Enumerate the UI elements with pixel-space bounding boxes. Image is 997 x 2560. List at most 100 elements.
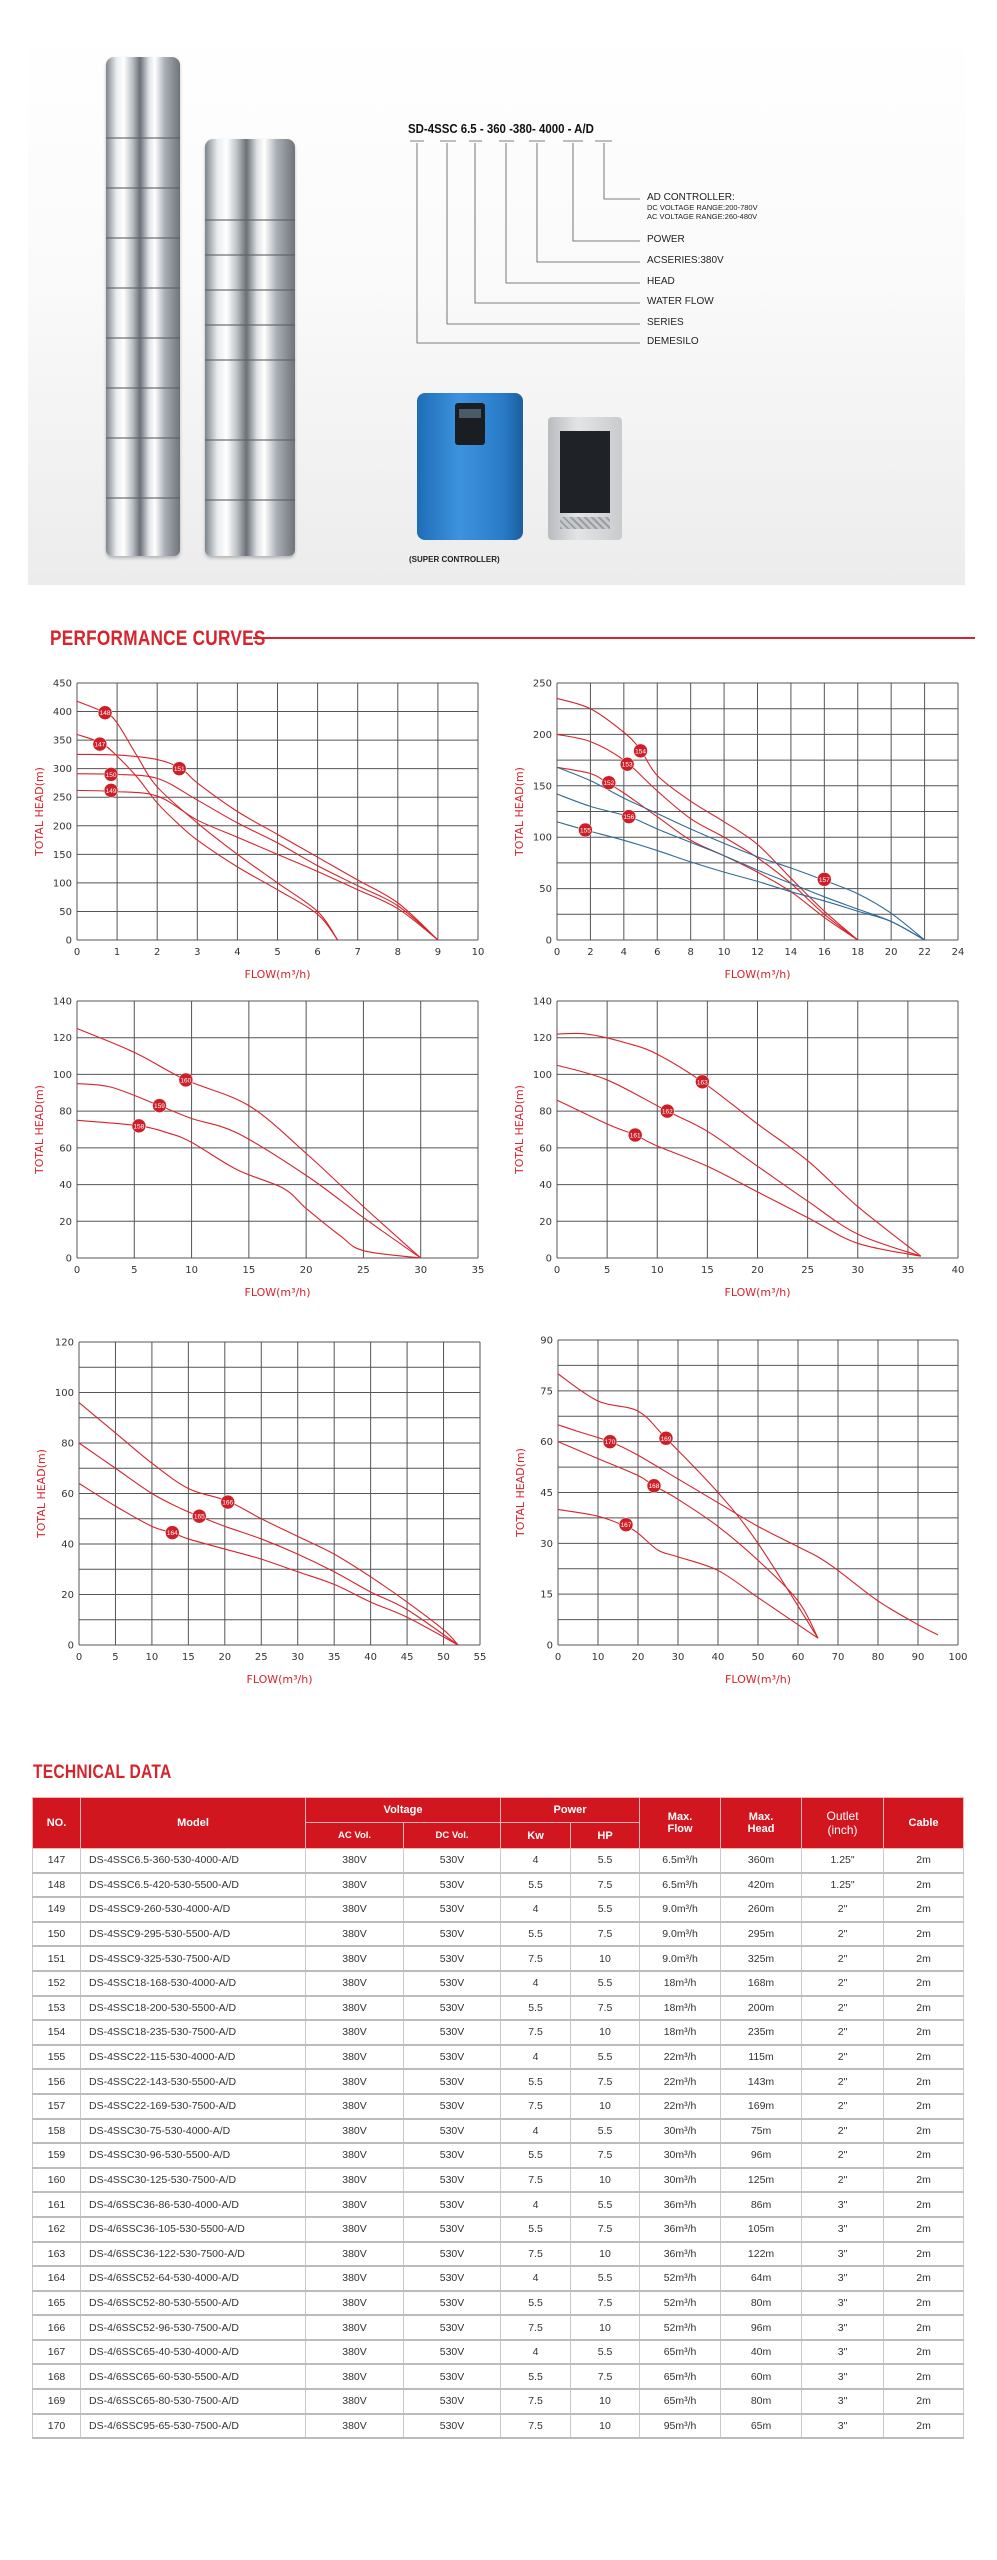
cell-model: DS-4SSC22-169-530-7500-A/D — [80, 2093, 306, 2120]
performance-chart-1: 0 1 2 3 4 5 6 7 8 9 10050100150200250300350400450F… — [33, 679, 484, 982]
cell-hp: 5.5 — [570, 2339, 641, 2366]
y-tick-label: 120 — [53, 1033, 72, 1044]
cell-cable: 2m — [883, 1970, 965, 1997]
x-tick-label: 4 — [234, 947, 240, 958]
cell-ac-vol: 380V — [305, 2339, 404, 2366]
x-tick-label: 25 — [801, 1265, 814, 1276]
marker-label: 165 — [194, 1514, 205, 1521]
header-hp: HP — [570, 1822, 641, 1849]
marker-label: 153 — [622, 762, 633, 769]
performance-curves-title: PERFORMANCE CURVES — [50, 627, 266, 650]
cell-cable: 2m — [883, 2216, 965, 2243]
cell-ac-vol: 380V — [305, 2093, 404, 2120]
cell-max-flow: 6.5m³/h — [639, 1847, 722, 1874]
cell-no: 151 — [32, 1945, 81, 1972]
cell-kw: 4 — [500, 2044, 572, 2071]
y-tick-label: 30 — [540, 1539, 553, 1550]
cell-outlet: 2" — [801, 2167, 885, 2194]
y-tick-label: 45 — [540, 1488, 553, 1499]
x-tick-label: 10 — [651, 1265, 664, 1276]
cell-hp: 5.5 — [570, 2191, 641, 2218]
curve-167 — [557, 1508, 819, 1639]
x-tick-label: 3 — [194, 947, 200, 958]
cell-max-flow: 52m³/h — [639, 2265, 722, 2292]
x-tick-label: 30 — [672, 1652, 685, 1663]
x-tick-label: 55 — [474, 1652, 487, 1663]
cell-dc-vol: 530V — [402, 2044, 502, 2071]
y-tick-label: 140 — [53, 997, 72, 1008]
blue-controller-image — [417, 393, 523, 540]
cell-no: 161 — [32, 2191, 81, 2218]
cell-dc-vol: 530V — [402, 1945, 502, 1972]
cell-kw: 7.5 — [500, 2314, 572, 2341]
cell-model: DS-4SSC30-125-530-7500-A/D — [80, 2167, 306, 2194]
cell-outlet: 3" — [801, 2191, 885, 2218]
title-rule — [253, 637, 975, 639]
cell-kw: 4 — [500, 1970, 572, 1997]
pump-image-short — [205, 139, 295, 556]
marker-label: 164 — [167, 1530, 178, 1537]
y-tick-label: 15 — [540, 1590, 553, 1601]
grid — [78, 1341, 481, 1646]
x-axis-label: FLOW(m³/h) — [725, 1673, 791, 1686]
cell-max-head: 125m — [720, 2167, 803, 2194]
x-tick-label: 15 — [701, 1265, 714, 1276]
marker-label: 162 — [662, 1109, 673, 1116]
table-row: 169 DS-4/6SSC65-80-530-7500-A/D 380V 530V 7.… — [32, 2388, 965, 2415]
cell-hp: 10 — [570, 2241, 641, 2268]
x-tick-label: 10 — [718, 947, 731, 958]
marker-label: 149 — [106, 788, 117, 795]
x-tick-label: 6 — [654, 947, 660, 958]
x-tick-label: 35 — [472, 1265, 485, 1276]
cell-max-flow: 18m³/h — [639, 2019, 722, 2046]
cell-max-flow: 65m³/h — [639, 2363, 722, 2391]
y-tick-label: 60 — [539, 1143, 552, 1154]
cell-no: 163 — [32, 2241, 81, 2268]
x-axis-label: FLOW(m³/h) — [245, 1286, 311, 1299]
cell-ac-vol: 380V — [305, 1995, 404, 2022]
y-tick-label: 120 — [55, 1338, 74, 1349]
x-axis-label: FLOW(m³/h) — [247, 1673, 313, 1686]
cell-no: 155 — [32, 2044, 81, 2071]
curve-168 — [557, 1441, 819, 1639]
cell-hp: 7.5 — [570, 1995, 641, 2022]
cell-max-head: 295m — [720, 1921, 803, 1948]
table-row: 161 DS-4/6SSC36-86-530-4000-A/D 380V 530V 4 5… — [32, 2191, 965, 2218]
model-code: SD-4SSC 6.5 - 360 -380- 4000 - A/D — [408, 121, 594, 136]
curve-marker-159: 159 — [152, 1098, 167, 1113]
y-tick-label: 75 — [540, 1386, 553, 1397]
curve-marker-147: 147 — [92, 736, 108, 752]
performance-chart-2: 0 2 4 6 8 10 12 14 16 18 20 22 24050100150200250FLOW… — [513, 679, 964, 982]
cell-hp: 10 — [570, 1945, 641, 1972]
x-axis-label: FLOW(m³/h) — [245, 968, 311, 981]
cell-hp: 7.5 — [570, 2216, 641, 2243]
cell-max-flow: 52m³/h — [639, 2290, 722, 2317]
cell-hp: 7.5 — [570, 2363, 641, 2391]
curve-marker-157: 157 — [817, 872, 832, 887]
grid — [76, 682, 479, 941]
cell-max-head: 75m — [720, 2118, 803, 2145]
cell-dc-vol: 530V — [402, 2388, 502, 2415]
cell-hp: 5.5 — [570, 2044, 641, 2071]
cell-max-head: 122m — [720, 2241, 803, 2268]
x-tick-label: 18 — [851, 947, 864, 958]
marker-label: 152 — [603, 780, 614, 787]
marker-label: 169 — [661, 1436, 672, 1443]
performance-chart-5: 0 5 10 15 20 25 30 35 40 45 50 55 0 20 40 60 80 100 120 FLO… — [35, 1338, 487, 1687]
x-tick-label: 9 — [435, 947, 441, 958]
y-tick-label: 0 — [546, 1254, 552, 1265]
curve-159 — [76, 1083, 422, 1259]
cell-no: 167 — [32, 2339, 81, 2366]
marker-label: 157 — [819, 877, 830, 884]
curve-marker-166: 166 — [220, 1494, 235, 1510]
legend-sub-ac: AC VOLTAGE RANGE:260-480V — [647, 212, 758, 221]
cell-hp: 5.5 — [570, 2265, 641, 2292]
header-model: Model — [80, 1797, 306, 1849]
grid — [556, 1000, 959, 1259]
marker-label: 159 — [154, 1103, 165, 1110]
y-tick-label: 450 — [53, 679, 72, 690]
cell-max-flow: 30m³/h — [639, 2118, 722, 2145]
curve-154 — [556, 697, 859, 941]
marker-label: 161 — [630, 1133, 641, 1140]
legend-acseries: ACSERIES:380V — [647, 255, 724, 266]
